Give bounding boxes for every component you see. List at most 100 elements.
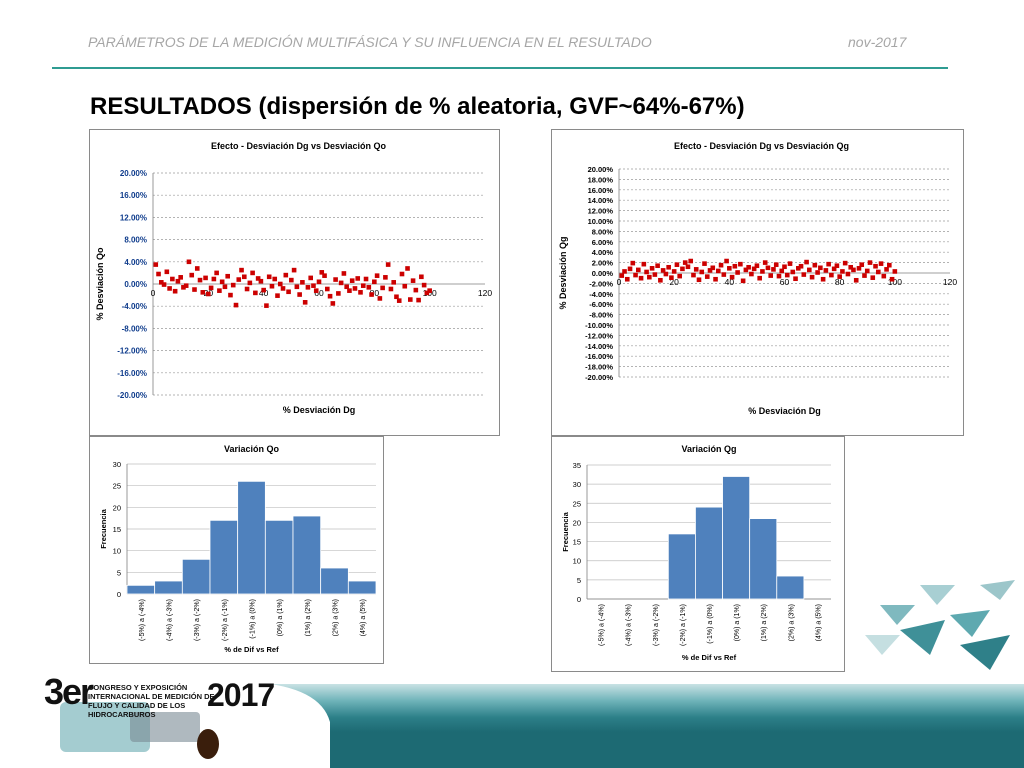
scatter-point [768,273,774,278]
x-tick-label: 80 [370,288,380,298]
scatter-point [633,272,638,278]
y-tick-label: -8.00% [122,324,147,333]
y-tick-label: 25 [113,482,121,491]
y-tick-label: 4.00% [124,258,147,267]
y-tick-label: -20.00% [117,391,147,400]
x-tick-label: 120 [943,277,957,287]
y-tick-label: 18.00% [588,175,614,184]
y-tick-label: 16.00% [588,186,614,195]
y-tick-label: 30 [113,460,121,469]
scatter-point [823,268,829,273]
header-date: nov-2017 [848,34,907,50]
x-tick-label: 0 [151,288,156,298]
scatter-point [704,274,710,279]
scatter-point [172,288,178,294]
x-tick-label: (4%) a (5%) [360,599,367,636]
y-axis-label: % Desviación Qg [558,236,568,309]
scatter-point [738,261,743,267]
scatter-point [801,272,807,277]
scatter-point [206,291,211,297]
x-tick-label: (0%) a (1%) [734,604,741,641]
histogram-bar [237,480,266,595]
x-tick-label: 40 [725,277,735,287]
scatter-point [374,273,380,278]
x-tick-label: (-4%) a (-3%) [626,604,633,646]
y-tick-label: 8.00% [592,227,614,236]
scatter-point [746,264,751,270]
histogram-qg: Variación Qg 0 5 10 15 20 25 30 35 (-5%) a (-4%) (… [551,436,845,672]
scatter-point [200,290,206,295]
y-axis-label: % Desviación Qo [95,247,105,321]
scatter-point [644,269,649,275]
scatter-point [655,263,660,269]
y-tick-label: 0.00% [124,280,147,289]
scatter-point [749,271,754,277]
x-axis-label: % de Dif vs Ref [224,645,279,654]
scatter-point [319,270,325,275]
x-tick-label: (-3%) a (-2%) [194,599,201,641]
scatter-point [688,258,694,264]
y-tick-label: 16.00% [120,191,147,200]
x-tick-label: 20 [669,277,679,287]
scatter-point [294,284,300,290]
scatter-point [732,263,738,269]
scatter-point [366,285,372,290]
scatter-point [884,267,889,272]
y-tick-label: 20 [113,503,121,512]
histogram-bar [749,518,778,600]
x-tick-label: 0 [617,277,622,287]
scatter-point [269,283,275,289]
y-tick-label: 30 [573,480,581,489]
scatter-point [369,292,374,297]
scatter-point [787,261,793,266]
histogram-bar [320,567,349,595]
histogram-bar [126,584,156,595]
scatter-point [161,282,167,287]
scatter-point [305,285,311,290]
scatter-point [660,268,666,273]
scatter-point [164,269,170,275]
scatter-point [183,283,189,288]
scatter-point [402,283,408,289]
scatter-point [275,293,280,298]
y-tick-label: -2.00% [589,279,613,288]
scatter-point [669,275,674,280]
scatter-point [222,284,228,290]
scatter-point [840,269,845,274]
scatter-point [864,268,870,274]
scatter-point [845,271,851,277]
scatter-point [809,274,815,280]
scatter-point [308,275,313,281]
scatter-point [707,268,713,273]
histogram-bar [667,533,696,600]
scatter-point [399,271,405,277]
scatter-point [762,260,768,265]
x-tick-label: (2%) a (3%) [788,604,795,641]
logo-edition: 3er [44,671,94,712]
y-tick-label: 15 [113,525,121,534]
scatter-point [322,273,327,278]
scatter-point [255,276,261,281]
scatter-point [372,279,377,285]
scatter-point [355,276,361,281]
y-tick-label: 0.00% [592,269,614,278]
scatter-point [666,264,671,270]
scatter-point [870,275,876,280]
x-axis-label: % Desviación Dg [283,405,356,415]
scatter-point [277,281,283,287]
y-tick-label: 12.00% [588,207,614,216]
scatter-point [696,277,702,283]
scatter-point [735,270,740,275]
y-tick-label: 15 [573,538,581,547]
scatter-chart-qg: Efecto - Desviación Dg vs Desviación Qg 2… [551,129,964,436]
scatter-point [878,261,884,266]
scatter-point [771,267,776,272]
scatter-point [424,290,430,296]
scatter-point [333,277,338,282]
scatter-point [798,263,804,269]
x-tick-label: 100 [888,277,902,287]
scatter-point [807,267,812,273]
x-tick-label: (4%) a (5%) [815,604,822,641]
scatter-point [181,285,186,290]
y-tick-label: 14.00% [588,196,614,205]
